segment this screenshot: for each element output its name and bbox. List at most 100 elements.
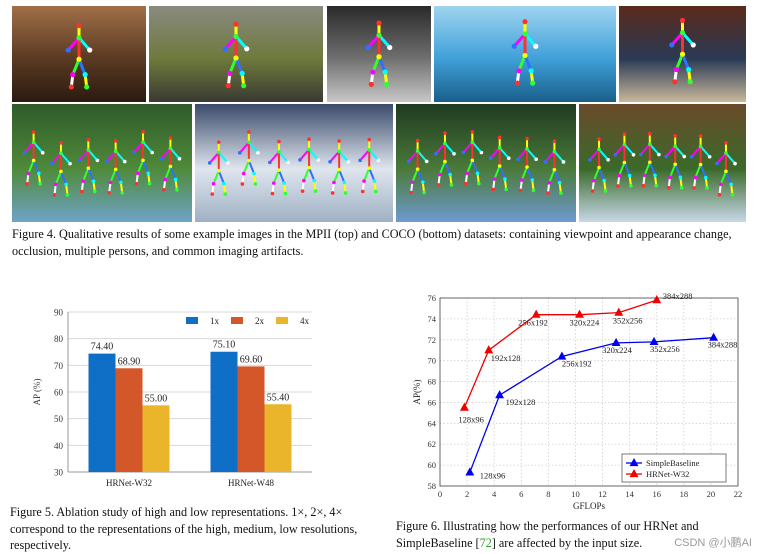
pose-skeleton [77, 137, 100, 194]
pose-joint [491, 187, 495, 192]
pose-joint [362, 179, 366, 183]
photo-scene-svg [12, 6, 146, 102]
photo-scene-svg [12, 104, 192, 222]
pose-skeleton [434, 131, 456, 187]
line-point-marker [531, 309, 541, 318]
line-x-tick-label: 22 [734, 489, 743, 499]
pose-joint [300, 189, 305, 193]
pose-limb [466, 159, 474, 175]
pose-joint [328, 159, 332, 164]
pose-joint [168, 136, 173, 140]
pose-joint [503, 177, 507, 181]
pose-joint [602, 178, 607, 183]
pose-joint [50, 161, 54, 166]
pose-skeleton [298, 137, 320, 193]
pose-joint [641, 183, 646, 188]
pose-joint [332, 180, 336, 185]
line-point-label: 384x288 [708, 340, 738, 350]
pose-limb [493, 165, 501, 181]
pose-joint [689, 154, 694, 159]
pose-limb [416, 168, 424, 184]
pose-limb [223, 34, 238, 51]
pose-joint [672, 79, 678, 85]
pose-joint [679, 51, 686, 57]
pose-joint [497, 135, 502, 140]
pose-joint [76, 22, 82, 29]
pose-joint [240, 182, 245, 186]
pose-joint [84, 84, 90, 90]
photo-coco-ski [195, 104, 393, 222]
pose-joint [38, 182, 42, 186]
pose-joint [622, 160, 627, 165]
pose-limb [23, 141, 35, 154]
pose-limb [516, 147, 529, 161]
pose-limb [169, 165, 177, 181]
pose-limb [639, 143, 651, 156]
figure5-bar-chart: 30 40 50 60 70 80 90 AP (%) 74.40 68.90 55.00 HRNet… [28, 306, 320, 492]
pose-skeleton [159, 136, 182, 192]
photo-background [579, 104, 746, 222]
line-series-HRNet-W32 [463, 299, 657, 408]
pose-skeleton [104, 139, 127, 195]
pose-joint [443, 131, 447, 135]
pose-limb [411, 168, 419, 184]
pose-joint [119, 180, 123, 185]
line-point-label: 320x224 [570, 318, 601, 328]
pose-joint [668, 175, 672, 180]
pose-joint [703, 175, 708, 180]
pose-joint [382, 69, 388, 75]
pose-joint [533, 43, 539, 49]
line-y-tick-label: 66 [428, 397, 437, 407]
pose-skeleton [222, 21, 250, 89]
pose-skeleton [461, 129, 484, 186]
pose-limb [548, 168, 556, 184]
pose-limb [368, 148, 380, 162]
pose-joint [247, 158, 251, 163]
pose-limb [302, 166, 311, 182]
pose-joint [673, 133, 677, 138]
pose-joint [592, 178, 596, 183]
line-y-tick-label: 72 [428, 335, 437, 345]
pose-joint [488, 156, 493, 161]
pose-limb [87, 149, 99, 162]
pose-joint [70, 72, 76, 78]
pose-limb [114, 150, 126, 163]
bar-y-axis-label: AP (%) [32, 379, 42, 406]
figure6-caption-tail: ] are affected by the input size. [491, 535, 643, 550]
bar-legend-swatch [186, 317, 198, 324]
line-point-marker [709, 332, 719, 341]
pose-joint [122, 159, 127, 164]
pose-joint [531, 188, 536, 193]
pose-joint [686, 66, 692, 73]
pose-joint [631, 152, 636, 157]
pose-limb [212, 169, 220, 185]
pose-joint [146, 171, 151, 176]
pose-joint [150, 150, 154, 155]
pose-joint [227, 70, 233, 76]
pose-joint [136, 171, 140, 176]
pose-joint [68, 161, 72, 166]
pose-limb [329, 150, 341, 163]
photo-scene-svg [149, 6, 323, 102]
figure6-citation-link[interactable]: 72 [479, 535, 492, 550]
pose-limb [614, 143, 626, 156]
pose-skeleton [669, 17, 696, 85]
pose-joint [277, 168, 281, 172]
photo-coco-team-field [12, 104, 192, 222]
pose-limb [242, 159, 250, 175]
pose-joint [724, 169, 728, 174]
pose-limb [553, 150, 565, 163]
pose-joint [307, 165, 311, 170]
pose-skeleton [132, 129, 154, 186]
bar-data-label: 69.60 [240, 354, 263, 365]
pose-joint [40, 150, 45, 155]
pose-joint [629, 184, 633, 188]
pose-limb [526, 166, 534, 182]
pose-joint [86, 137, 91, 142]
pose-limb [681, 52, 691, 72]
photo-background [12, 104, 192, 222]
pose-limb [298, 148, 311, 161]
bar-category-label: HRNet-W32 [106, 478, 152, 488]
line-plot-frame [439, 297, 739, 487]
